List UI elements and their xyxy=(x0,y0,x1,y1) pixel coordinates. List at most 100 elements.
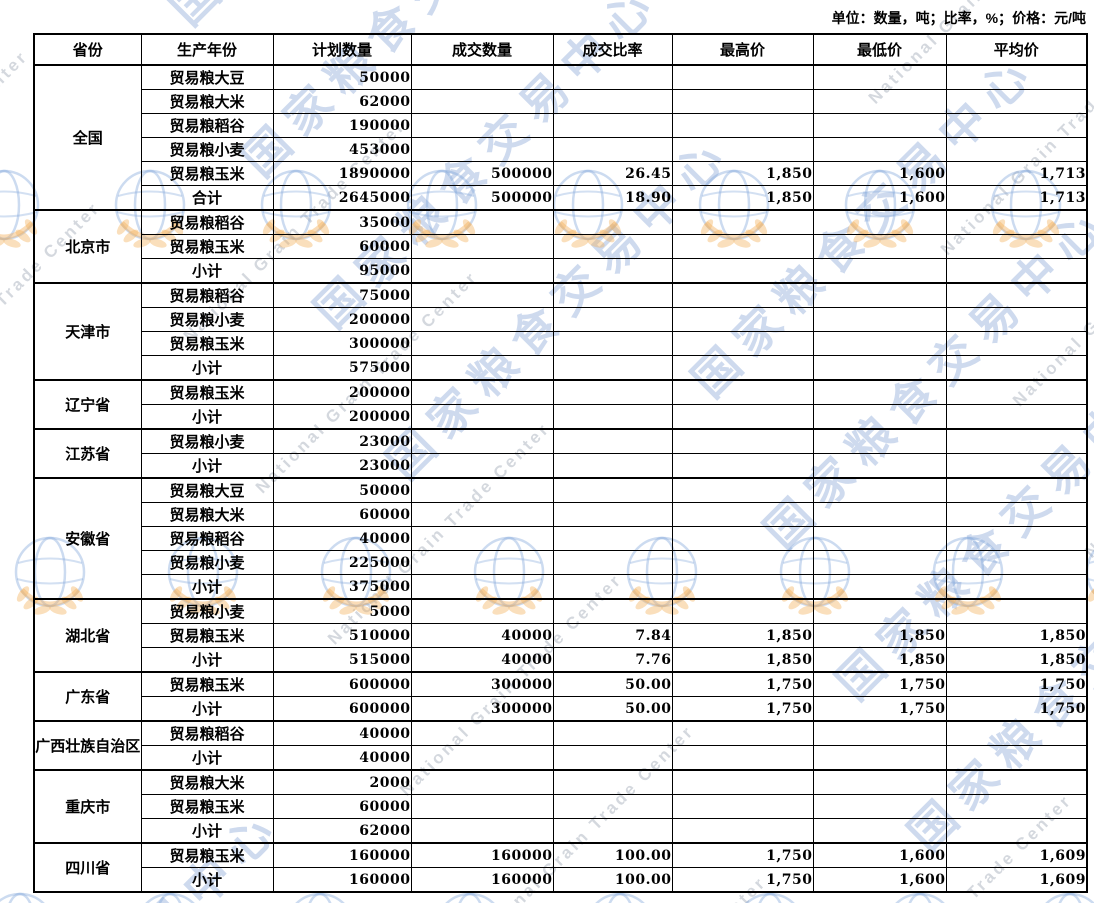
production-year-cell: 贸易粮大米 xyxy=(140,769,274,795)
production-year-cell: 小计 xyxy=(140,647,274,673)
value-cell xyxy=(410,794,554,819)
production-year-cell: 贸易粮稻谷 xyxy=(140,526,274,551)
value-cell: 453000 xyxy=(272,137,412,162)
value-cell: 23000 xyxy=(272,453,412,479)
value-cell: 1,713 xyxy=(945,161,1088,186)
value-cell xyxy=(552,502,673,527)
value-cell xyxy=(945,355,1088,381)
value-cell: 100.00 xyxy=(552,842,673,868)
value-cell xyxy=(410,598,554,624)
table-row: 四川省 贸易粮玉米 160000 160000 100.00 1,750 1,600 1,60… xyxy=(33,842,1088,893)
table-row: 贸易粮大米 62000 xyxy=(34,89,1088,114)
value-cell: 600000 xyxy=(272,696,412,722)
value-cell xyxy=(552,477,673,503)
production-year-cell: 贸易粮玉米 xyxy=(140,671,274,697)
table-row: 小计 575000 xyxy=(34,355,1088,381)
value-cell xyxy=(410,404,554,430)
production-year-cell: 贸易粮玉米 xyxy=(140,161,274,186)
unit-note: 单位：数量，吨；比率，%；价格：元/吨 xyxy=(831,10,1086,26)
value-cell: 300000 xyxy=(410,696,554,722)
value-cell xyxy=(945,818,1088,844)
value-cell xyxy=(945,526,1088,551)
value-cell xyxy=(812,745,947,771)
value-cell xyxy=(671,574,814,600)
value-cell: 40000 xyxy=(272,745,412,771)
value-cell xyxy=(410,89,554,114)
table-row: 小计 23000 xyxy=(34,453,1088,479)
production-year-cell: 贸易粮大米 xyxy=(140,89,274,114)
value-cell: 1,750 xyxy=(945,696,1088,722)
value-cell: 1,600 xyxy=(812,867,947,893)
table-row: 湖北省 贸易粮小麦 5000 xyxy=(33,598,1088,673)
value-cell xyxy=(552,331,673,356)
watermark-text-en: National Grain Trade Center xyxy=(0,46,32,277)
value-cell: 60000 xyxy=(272,794,412,819)
value-cell xyxy=(945,502,1088,527)
value-cell xyxy=(410,502,554,527)
province-cell: 安徽省 xyxy=(33,477,142,600)
value-cell xyxy=(812,331,947,356)
value-cell xyxy=(671,598,814,624)
value-cell xyxy=(410,137,554,162)
value-cell xyxy=(812,89,947,114)
value-cell xyxy=(812,282,947,308)
value-cell xyxy=(812,258,947,284)
value-cell xyxy=(552,113,673,138)
value-cell: 510000 xyxy=(272,623,412,648)
value-cell: 40000 xyxy=(410,647,554,673)
value-cell xyxy=(945,64,1088,90)
value-cell: 1,850 xyxy=(945,647,1088,673)
production-year-cell: 贸易粮稻谷 xyxy=(140,209,274,235)
value-cell xyxy=(552,526,673,551)
value-cell xyxy=(410,209,554,235)
production-year-cell: 小计 xyxy=(140,404,274,430)
value-cell xyxy=(812,428,947,454)
value-cell: 1,850 xyxy=(945,623,1088,648)
table-row: 贸易粮玉米 60000 xyxy=(34,234,1088,259)
value-cell xyxy=(945,137,1088,162)
table-row: 贸易粮小麦 225000 xyxy=(34,550,1088,575)
value-cell xyxy=(671,502,814,527)
production-year-cell: 贸易粮玉米 xyxy=(140,234,274,259)
value-cell xyxy=(552,234,673,259)
value-cell xyxy=(945,598,1088,624)
value-cell xyxy=(945,258,1088,284)
value-cell: 375000 xyxy=(272,574,412,600)
table-row: 江苏省 贸易粮小麦 23000 xyxy=(33,428,1088,479)
value-cell xyxy=(671,404,814,430)
value-cell: 100.00 xyxy=(552,867,673,893)
value-cell xyxy=(671,818,814,844)
value-cell xyxy=(671,258,814,284)
value-cell xyxy=(410,234,554,259)
value-cell xyxy=(552,379,673,405)
value-cell xyxy=(945,794,1088,819)
value-cell: 50.00 xyxy=(552,696,673,722)
production-year-cell: 小计 xyxy=(140,453,274,479)
value-cell: 1,750 xyxy=(812,671,947,697)
value-cell: 1,750 xyxy=(671,671,814,697)
value-cell xyxy=(410,113,554,138)
table-row: 贸易粮玉米 1890000 500000 26.45 1,850 1,600 1,713 xyxy=(34,161,1088,186)
province-cell: 广西壮族自治区 xyxy=(33,720,142,771)
table-row: 广东省 贸易粮玉米 600000 300000 50.00 1,750 1,750 1,750 xyxy=(33,671,1088,722)
value-cell xyxy=(812,113,947,138)
table-row: 小计 160000 160000 100.00 1,750 1,600 1,609 xyxy=(34,867,1088,893)
value-cell xyxy=(671,209,814,235)
value-cell xyxy=(552,769,673,795)
value-cell xyxy=(945,307,1088,332)
value-cell: 160000 xyxy=(410,867,554,893)
value-cell xyxy=(552,453,673,479)
value-cell: 40000 xyxy=(272,720,412,746)
value-cell xyxy=(410,769,554,795)
production-year-cell: 贸易粮玉米 xyxy=(140,379,274,405)
table-row: 全国 贸易粮大豆 50000 xyxy=(33,64,1088,211)
value-cell: 200000 xyxy=(272,379,412,405)
header-row: 省份 生产年份 计划数量 成交数量 成交比率 最高价 最低价 平均价 xyxy=(33,33,1088,66)
value-cell xyxy=(671,307,814,332)
value-cell xyxy=(671,234,814,259)
value-cell xyxy=(945,477,1088,503)
value-cell xyxy=(945,428,1088,454)
value-cell xyxy=(671,428,814,454)
production-year-cell: 小计 xyxy=(140,745,274,771)
value-cell xyxy=(671,379,814,405)
